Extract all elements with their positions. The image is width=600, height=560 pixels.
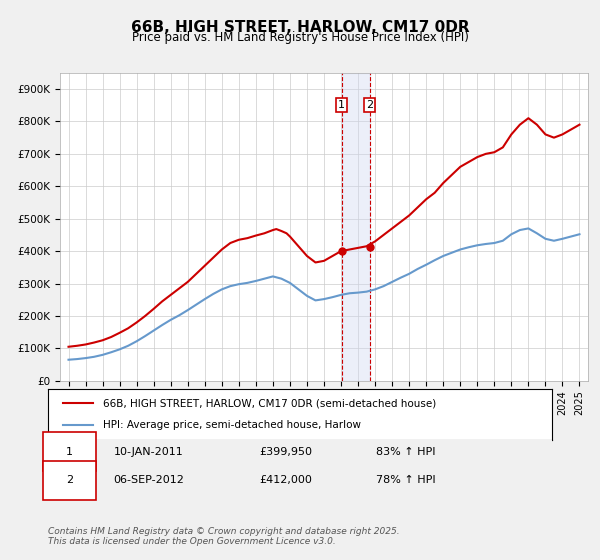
Text: 83% ↑ HPI: 83% ↑ HPI — [376, 447, 435, 457]
Text: 2: 2 — [366, 100, 373, 110]
Bar — [341, 73, 370, 381]
Text: £399,950: £399,950 — [260, 447, 313, 457]
Text: 78% ↑ HPI: 78% ↑ HPI — [376, 475, 435, 485]
Text: £412,000: £412,000 — [260, 475, 313, 485]
Text: Price paid vs. HM Land Registry's House Price Index (HPI): Price paid vs. HM Land Registry's House … — [131, 31, 469, 44]
Text: 10-JAN-2011: 10-JAN-2011 — [113, 447, 183, 457]
Text: HPI: Average price, semi-detached house, Harlow: HPI: Average price, semi-detached house,… — [103, 421, 361, 431]
FancyBboxPatch shape — [43, 461, 96, 500]
Text: 66B, HIGH STREET, HARLOW, CM17 0DR (semi-detached house): 66B, HIGH STREET, HARLOW, CM17 0DR (semi… — [103, 398, 437, 408]
Text: 06-SEP-2012: 06-SEP-2012 — [113, 475, 184, 485]
Text: 66B, HIGH STREET, HARLOW, CM17 0DR: 66B, HIGH STREET, HARLOW, CM17 0DR — [131, 20, 469, 35]
Text: 1: 1 — [338, 100, 345, 110]
Text: Contains HM Land Registry data © Crown copyright and database right 2025.
This d: Contains HM Land Registry data © Crown c… — [48, 526, 400, 546]
FancyBboxPatch shape — [43, 432, 96, 471]
Text: 2: 2 — [66, 475, 73, 485]
Text: 1: 1 — [66, 447, 73, 457]
